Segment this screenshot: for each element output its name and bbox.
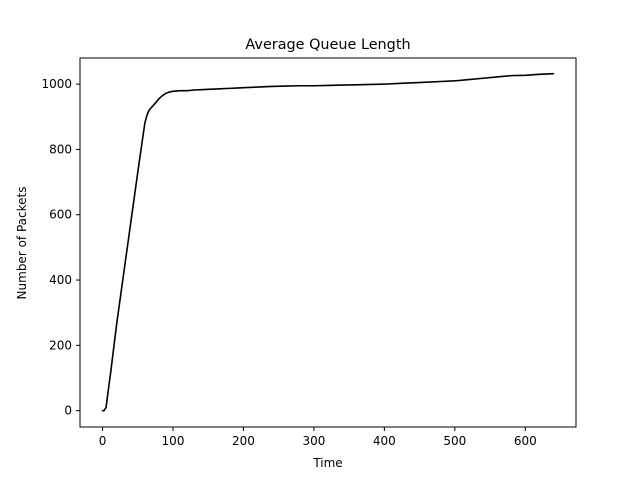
x-tick-label: 0 [99,434,107,448]
y-tick-label: 1000 [41,77,72,91]
x-tick-label: 300 [302,434,325,448]
y-tick-label: 200 [49,338,72,352]
x-tick-label: 200 [232,434,255,448]
y-tick-label: 600 [49,208,72,222]
y-tick-label: 0 [64,404,72,418]
plot-area [101,72,555,412]
x-axis: 0 100 200 300 400 500 600 [99,427,537,448]
x-tick-label: 400 [373,434,396,448]
chart-title: Average Queue Length [245,37,410,53]
x-tick-label: 600 [514,434,537,448]
y-axis-label: Number of Packets [15,187,29,300]
y-tick-label: 800 [49,142,72,156]
x-axis-label: Time [312,456,342,470]
series-line [101,72,555,412]
y-axis: 0 200 400 600 800 1000 [41,77,80,418]
x-tick-label: 500 [443,434,466,448]
plot-frame [79,57,577,428]
x-tick-label: 100 [162,434,185,448]
y-tick-label: 400 [49,273,72,287]
